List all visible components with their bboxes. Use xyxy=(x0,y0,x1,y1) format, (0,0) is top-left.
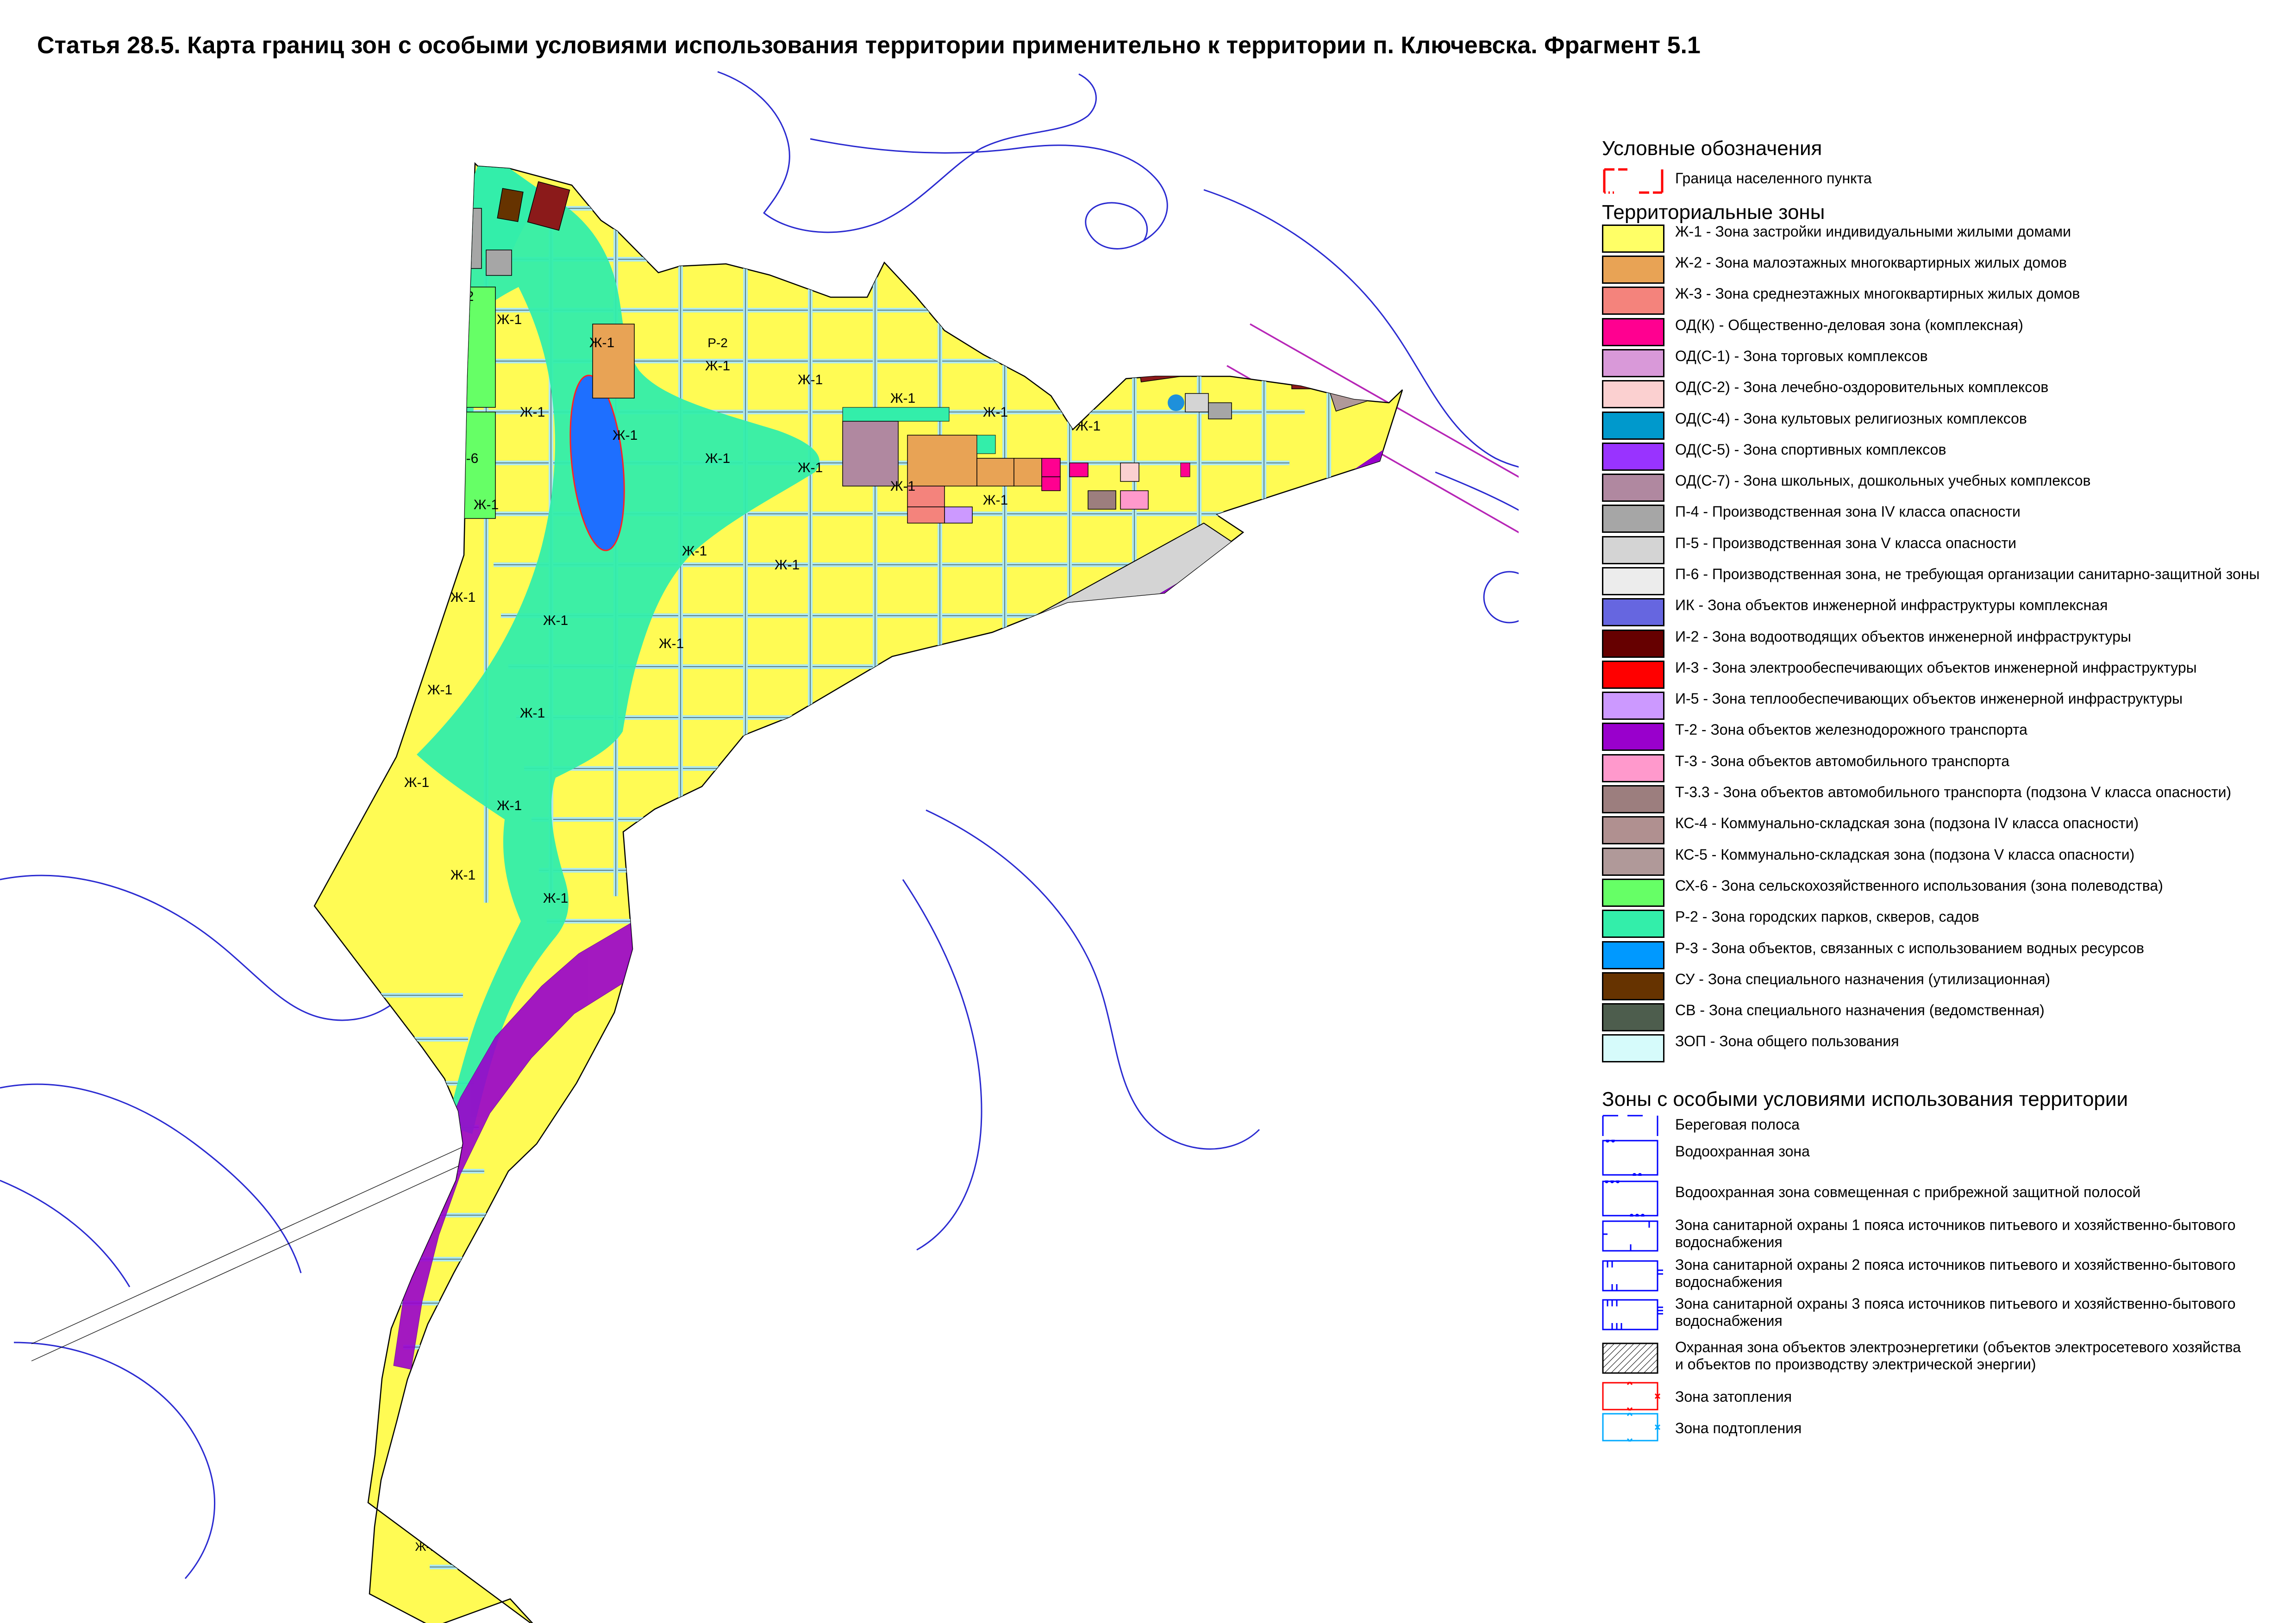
svg-text:Ж-1: Ж-1 xyxy=(798,372,823,387)
svg-text:Ж-1: Ж-1 xyxy=(705,358,730,374)
svg-text:Ж-1: Ж-1 xyxy=(1076,418,1101,434)
svg-text:Ж-1: Ж-1 xyxy=(659,636,684,651)
svg-text:Ж-1: Ж-1 xyxy=(1168,312,1193,327)
svg-text:Ж-1: Ж-1 xyxy=(450,590,475,605)
svg-text:Ж-1: Ж-1 xyxy=(613,428,638,443)
svg-text:Ж-1: Ж-1 xyxy=(983,493,1008,508)
svg-text:Ж-1: Ж-1 xyxy=(890,391,915,406)
svg-text:Ж-1: Ж-1 xyxy=(890,479,915,494)
svg-text:Ж-1: Ж-1 xyxy=(474,497,499,512)
svg-text:Ж-1: Ж-1 xyxy=(404,775,429,790)
svg-text:Ж-1: Ж-1 xyxy=(682,543,707,559)
svg-text:Ж-1: Ж-1 xyxy=(396,1447,418,1461)
svg-text:Ж-1: Ж-1 xyxy=(450,868,475,883)
svg-text:Ж-1: Ж-1 xyxy=(798,460,823,475)
svg-text:Ж-1: Ж-1 xyxy=(543,891,568,906)
svg-text:Ж-1: Ж-1 xyxy=(613,210,638,225)
svg-text:Ж-1: Ж-1 xyxy=(543,613,568,628)
svg-text:Ж-1: Ж-1 xyxy=(775,557,800,573)
svg-text:СХ-6: СХ-6 xyxy=(448,451,479,466)
svg-text:Ж-1: Ж-1 xyxy=(705,201,730,216)
svg-text:Ж-1: Ж-1 xyxy=(415,1540,437,1554)
svg-text:Ж-1: Ж-1 xyxy=(705,451,730,466)
svg-text:Ж-1: Ж-1 xyxy=(520,405,545,420)
svg-text:Ж-1: Ж-1 xyxy=(890,247,915,262)
svg-text:Ж-1: Ж-1 xyxy=(1076,289,1101,304)
svg-text:Ж-1: Ж-1 xyxy=(983,266,1008,281)
svg-text:Ж-1: Ж-1 xyxy=(520,705,545,721)
svg-text:Ж-1: Ж-1 xyxy=(497,312,522,327)
svg-text:Ж-1: Ж-1 xyxy=(983,405,1008,420)
svg-text:Ж-1: Ж-1 xyxy=(369,1317,390,1331)
svg-text:Ж-1: Ж-1 xyxy=(427,682,452,698)
svg-text:Р-2: Р-2 xyxy=(707,336,728,350)
svg-text:Ж-1: Ж-1 xyxy=(355,1378,376,1392)
svg-text:Ж-1: Ж-1 xyxy=(589,335,614,350)
svg-text:Ж-1: Ж-1 xyxy=(497,798,522,813)
